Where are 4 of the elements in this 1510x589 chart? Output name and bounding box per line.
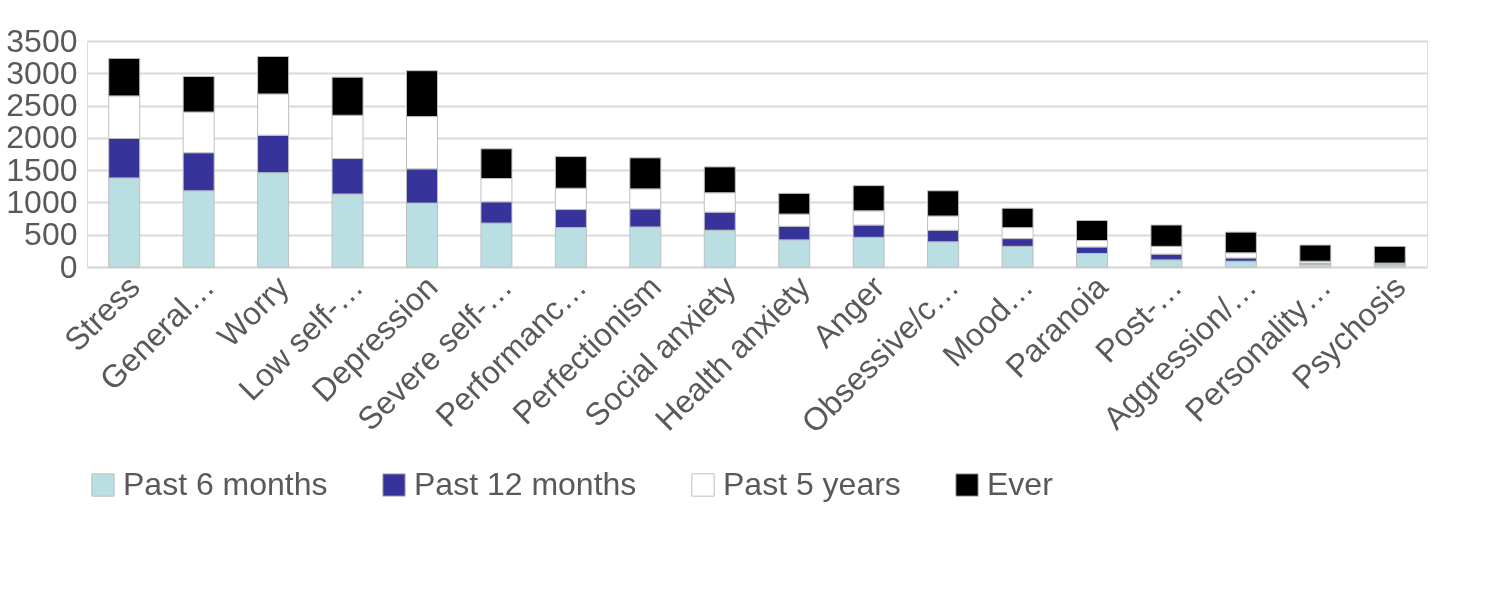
legend-label: Ever bbox=[987, 466, 1054, 502]
legend-label: Past 12 months bbox=[414, 466, 637, 502]
legend-label: Past 6 months bbox=[123, 466, 328, 502]
legend-label: Past 5 years bbox=[723, 466, 901, 502]
